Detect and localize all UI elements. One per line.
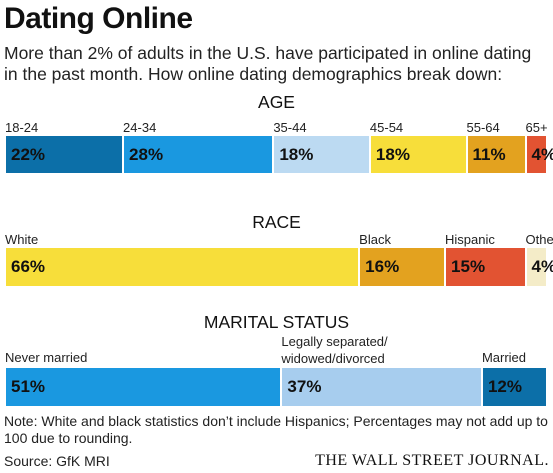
category-label: 35-44 bbox=[273, 120, 307, 135]
section-title: AGE bbox=[258, 92, 295, 112]
category-label: Other bbox=[525, 232, 553, 247]
category-label: White bbox=[5, 232, 39, 247]
bar-segment bbox=[124, 136, 273, 173]
chart-subtitle: More than 2% of adults in the U.S. have … bbox=[4, 43, 532, 84]
bar-segment bbox=[6, 368, 281, 406]
value-label: 18% bbox=[375, 144, 410, 164]
bar-segment bbox=[467, 136, 525, 173]
bar-segment bbox=[446, 248, 525, 286]
category-label: Legally separated/ widowed/divorced bbox=[281, 334, 388, 366]
value-label: 18% bbox=[279, 144, 314, 164]
bar-segment bbox=[6, 136, 123, 173]
chart-title: Dating Online bbox=[4, 2, 193, 35]
value-label: 37% bbox=[287, 377, 322, 396]
value-label: 66% bbox=[11, 257, 46, 276]
bar-segment bbox=[526, 136, 546, 173]
category-label: Married bbox=[481, 350, 527, 365]
value-label: 12% bbox=[487, 377, 522, 396]
bar-segment bbox=[360, 248, 445, 286]
category-label: 24-34 bbox=[123, 120, 157, 135]
category-label: Never married bbox=[5, 350, 88, 365]
category-label: 55-64 bbox=[466, 120, 500, 135]
bar-segment bbox=[6, 248, 359, 286]
bar-segment bbox=[274, 136, 369, 173]
value-label: 16% bbox=[365, 257, 400, 276]
source-label: Source: GfK MRI bbox=[4, 453, 110, 469]
publisher-logo: THE WALL STREET JOURNAL. bbox=[315, 452, 549, 469]
section-title: MARITAL STATUS bbox=[203, 312, 350, 332]
value-label: 4% bbox=[531, 257, 553, 276]
category-label: 45-54 bbox=[369, 120, 404, 135]
category-label: Hispanic bbox=[445, 232, 495, 247]
bar-segment bbox=[526, 248, 546, 286]
category-label: 65+ bbox=[525, 120, 548, 135]
bar-segment bbox=[370, 136, 466, 173]
value-label: 11% bbox=[472, 144, 506, 164]
category-label: Black bbox=[359, 232, 391, 247]
value-label: 22% bbox=[11, 144, 46, 164]
section-title: RACE bbox=[252, 212, 301, 232]
value-label: 28% bbox=[129, 144, 164, 164]
category-label: 18-24 bbox=[5, 120, 39, 135]
footnote: Note: White and black statistics don’t i… bbox=[4, 413, 548, 446]
value-label: 51% bbox=[11, 377, 46, 396]
bar-segment bbox=[282, 368, 481, 406]
value-label: 15% bbox=[451, 257, 486, 276]
value-label: 4% bbox=[531, 144, 553, 164]
bar-segment bbox=[482, 368, 546, 406]
